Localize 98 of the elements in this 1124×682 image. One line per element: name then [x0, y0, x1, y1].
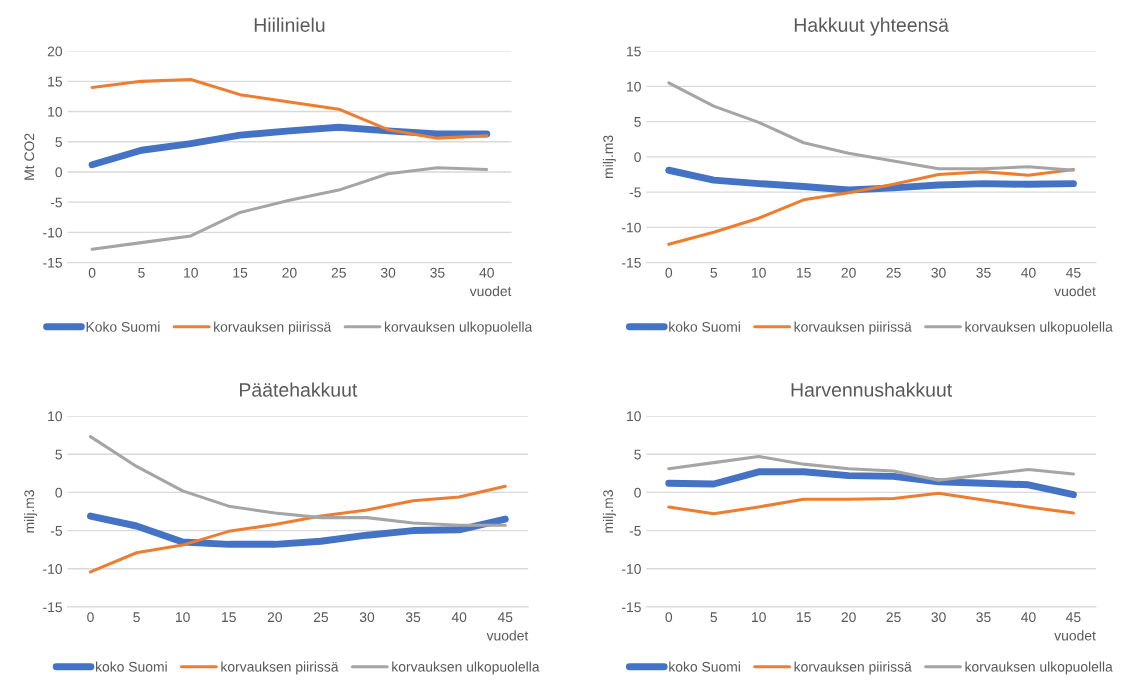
line-series — [88, 484, 507, 574]
x-tick-label: 30 — [359, 612, 375, 623]
x-tick-label: 0 — [88, 267, 96, 278]
x-tick-label: 10 — [752, 612, 766, 623]
line-series — [667, 454, 1075, 482]
legend-label: koko Suomi — [669, 661, 740, 672]
x-tick-label: 15 — [797, 267, 811, 278]
x-tick-label: 0 — [87, 612, 94, 623]
legend-label: Koko Suomi — [86, 321, 160, 332]
y-tick-label: -5 — [50, 197, 62, 208]
legend-label: korvauksen piirissä — [794, 661, 912, 675]
legend-label: korvauksen piirissä — [221, 661, 339, 675]
line-series — [667, 168, 1075, 246]
x-tick-label: 20 — [841, 612, 856, 623]
x-tick-label: 10 — [184, 267, 198, 278]
x-tick-label: 35 — [405, 612, 421, 623]
x-tick-label: 20 — [267, 612, 282, 623]
x-tick-label: 25 — [331, 267, 346, 278]
x-tick-label: 30 — [931, 267, 946, 278]
y-tick-label: 15 — [627, 46, 641, 57]
legend-label: korvauksen ulkopuolella — [965, 321, 1113, 335]
y-axis-title: milj.m3 — [24, 490, 37, 533]
x-tick-label: 15 — [233, 267, 248, 278]
y-tick-label: 0 — [55, 167, 63, 178]
y-tick-label: -15 — [621, 602, 641, 613]
x-tick-label: 5 — [133, 612, 140, 623]
line-series — [667, 491, 1075, 516]
y-tick-label: 5 — [55, 449, 62, 460]
y-tick-label: -10 — [43, 564, 63, 574]
line-series — [90, 166, 489, 251]
y-tick-label: -5 — [629, 526, 641, 536]
x-tick-label: 40 — [1021, 267, 1036, 278]
line-series — [667, 81, 1075, 172]
y-tick-label: 10 — [627, 81, 641, 92]
x-tick-label: 45 — [497, 612, 513, 623]
x-tick-label: 35 — [976, 612, 991, 623]
x-axis-title: vuodet — [486, 630, 529, 641]
x-tick-label: 30 — [380, 267, 396, 278]
x-tick-label: 35 — [976, 267, 991, 278]
y-tick-label: 0 — [634, 487, 641, 498]
x-tick-label: 35 — [430, 267, 445, 278]
line-series — [88, 435, 507, 527]
legend-label: korvauksen piirissä — [794, 321, 912, 335]
y-tick-label: -15 — [43, 602, 62, 613]
x-tick-label: 25 — [313, 612, 329, 623]
legend-label: korvauksen ulkopuolella — [392, 661, 540, 675]
x-tick-label: 40 — [1021, 612, 1036, 623]
legend-label: korvauksen ulkopuolella — [965, 661, 1113, 675]
x-tick-label: 45 — [1066, 267, 1081, 278]
y-tick-label: -5 — [50, 526, 62, 536]
y-tick-label: 0 — [55, 487, 63, 498]
y-tick-label: -5 — [629, 187, 641, 198]
y-tick-label: -10 — [621, 222, 641, 233]
x-tick-label: 10 — [175, 612, 190, 623]
legend-label: korvauksen ulkopuolella — [384, 321, 533, 335]
legend-label: korvauksen piirissä — [214, 321, 332, 335]
x-tick-label: 15 — [797, 612, 811, 623]
y-axis-title: milj.m3 — [602, 135, 616, 178]
y-tick-label: 15 — [48, 76, 62, 87]
y-tick-label: -10 — [621, 564, 641, 574]
x-axis-title: vuodet — [469, 285, 512, 297]
x-tick-label: 25 — [886, 612, 901, 623]
legend-label: koko Suomi — [669, 321, 740, 332]
y-tick-label: -10 — [43, 227, 63, 238]
y-tick-label: 20 — [47, 46, 63, 57]
y-tick-label: 5 — [634, 449, 641, 460]
y-tick-label: 10 — [48, 106, 63, 117]
y-tick-label: 0 — [634, 152, 641, 163]
chart-title: Harvennushakkuut — [791, 382, 953, 397]
x-tick-label: 10 — [752, 267, 766, 278]
legend-label: koko Suomi — [96, 661, 167, 672]
y-axis-title: Mt CO2 — [24, 133, 35, 180]
x-axis-title: vuodet — [1054, 285, 1096, 297]
x-tick-label: 20 — [841, 267, 856, 278]
x-tick-label: 5 — [710, 612, 718, 623]
line-series — [90, 78, 489, 140]
chart-title: Hakkuut yhteensä — [794, 17, 949, 36]
x-tick-label: 40 — [451, 612, 467, 623]
y-tick-label: -15 — [621, 258, 641, 268]
y-axis-title: milj.m3 — [602, 490, 616, 533]
y-tick-label: -15 — [43, 258, 62, 268]
y-tick-label: 10 — [627, 411, 641, 422]
x-tick-label: 5 — [138, 267, 145, 278]
x-tick-label: 0 — [665, 267, 673, 278]
x-tick-label: 40 — [479, 267, 494, 278]
x-tick-label: 45 — [1066, 612, 1081, 623]
x-tick-label: 20 — [282, 267, 297, 278]
chart-title: Päätehakkuut — [240, 382, 358, 397]
y-tick-label: 5 — [634, 117, 641, 127]
x-tick-label: 5 — [710, 267, 718, 278]
chart-title: Hiilinielu — [254, 17, 325, 32]
x-tick-label: 0 — [665, 612, 673, 623]
x-tick-label: 15 — [222, 612, 236, 623]
x-tick-label: 25 — [886, 267, 901, 278]
y-tick-label: 5 — [55, 137, 62, 147]
y-tick-label: 10 — [48, 411, 63, 422]
x-axis-title: vuodet — [1054, 630, 1096, 641]
x-tick-label: 30 — [931, 612, 946, 623]
